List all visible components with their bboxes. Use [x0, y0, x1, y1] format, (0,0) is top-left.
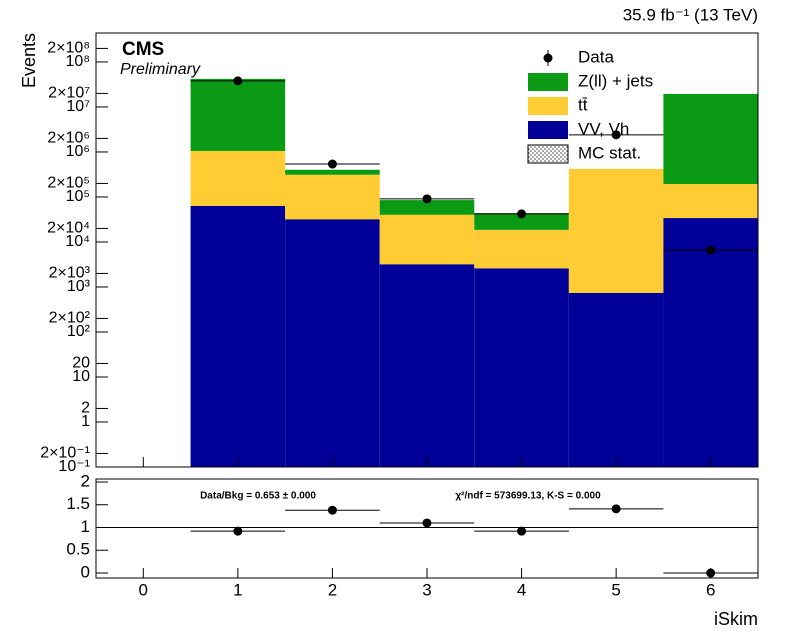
ratio-point [422, 518, 432, 528]
y-tick-label: 2×10³ [49, 265, 91, 282]
fit-annotation: χ²/ndf = 573699.13, K-S = 0.000 [455, 491, 601, 502]
y-tick-label: 10³ [67, 278, 91, 295]
y-tick-label: 2 [81, 400, 90, 417]
y-tick-label: 10⁴ [65, 233, 90, 250]
stack-bar [568, 168, 664, 293]
y-tick-label: 10² [67, 323, 91, 340]
y-tick-label: 10 [72, 368, 90, 385]
stack-bar [285, 219, 380, 467]
y-tick-label: 10⁶ [66, 143, 90, 160]
y-axis-label: Events [19, 33, 39, 88]
y-tick-label: 0.5 [66, 540, 90, 559]
x-axis-label: iSkim [714, 609, 758, 629]
ratio-point [327, 505, 337, 515]
stack-bar [474, 268, 569, 467]
x-tick-label: 5 [611, 580, 620, 599]
legend-swatch [528, 73, 568, 91]
x-tick-label: 1 [233, 580, 242, 599]
y-tick-label: 20 [72, 355, 90, 372]
stack-bar [379, 264, 475, 467]
x-tick-label: 4 [517, 580, 526, 599]
legend-label: MC stat. [578, 143, 641, 162]
ratio-annotation: Data/Bkg = 0.653 ± 0.000 [200, 491, 316, 502]
data-point [611, 130, 621, 140]
stack-bar [285, 169, 380, 175]
y-tick-label: 2×10⁻¹ [40, 445, 90, 462]
y-tick-label: 2×10⁶ [47, 130, 90, 147]
stack-bar [568, 292, 664, 467]
y-tick-label: 1 [81, 517, 90, 536]
data-point [517, 209, 527, 219]
stack-bar [663, 184, 758, 219]
legend-swatch [528, 121, 568, 139]
stack-bar [190, 78, 286, 151]
y-tick-label: 10⁸ [65, 53, 90, 70]
y-tick-label: 10⁷ [66, 98, 90, 115]
y-tick-label: 2×10⁵ [47, 175, 90, 192]
x-tick-label: 3 [422, 580, 431, 599]
legend-label: tt̄ [578, 95, 588, 114]
stack-bar [379, 200, 475, 215]
data-point [422, 194, 432, 204]
legend-swatch [528, 97, 568, 115]
ratio-point [233, 526, 243, 536]
ratio-point [611, 504, 621, 514]
x-tick-label: 6 [706, 580, 715, 599]
y-tick-label: 1.5 [66, 494, 90, 513]
cms-label: CMS [122, 39, 164, 60]
stack-bar [190, 206, 286, 467]
ratio-point [706, 568, 716, 578]
y-tick-label: 0 [81, 562, 90, 581]
stack-bar [190, 150, 286, 207]
legend-label: VV, Vh [578, 119, 629, 138]
preliminary-label: Preliminary [120, 61, 201, 78]
ratio-frame [95, 478, 759, 579]
x-tick-label: 0 [139, 580, 148, 599]
legend-swatch [527, 144, 569, 164]
y-tick-label: 10⁻¹ [58, 458, 90, 475]
y-tick-label: 2 [81, 471, 90, 490]
data-point [706, 245, 716, 255]
stack-bar [379, 214, 475, 265]
x-tick-label: 2 [328, 580, 337, 599]
legend-label: Z(ll) + jets [578, 71, 653, 90]
stack-bar [474, 213, 569, 230]
y-tick-label: 2×10⁷ [48, 85, 90, 102]
y-tick-label: 2×10⁸ [47, 40, 90, 57]
y-tick-label: 1 [81, 413, 90, 430]
stack-bar [663, 93, 758, 185]
legend-label: Data [578, 47, 614, 66]
y-tick-label: 2×10⁴ [47, 220, 90, 237]
data-point [233, 76, 243, 86]
stack-bar [663, 218, 758, 467]
stack-bar [285, 174, 380, 220]
stack-bar [474, 229, 569, 269]
lumi-label: 35.9 fb⁻¹ (13 TeV) [623, 5, 758, 24]
y-tick-label: 2×10² [49, 310, 91, 327]
y-tick-label: 10⁵ [66, 188, 90, 205]
data-point [327, 159, 337, 169]
ratio-point [517, 526, 527, 536]
